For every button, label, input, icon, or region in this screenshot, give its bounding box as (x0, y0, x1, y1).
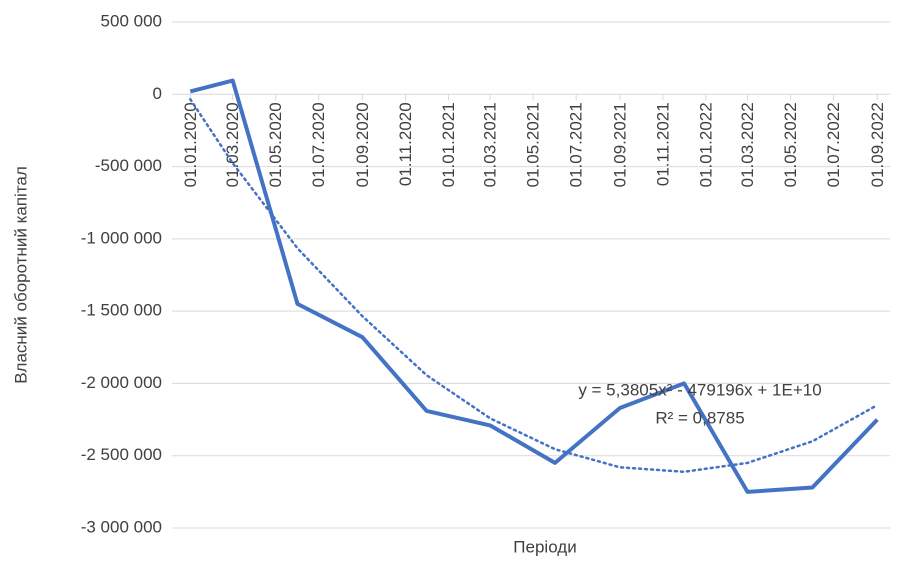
x-tick-label: 01.07.2022 (824, 102, 843, 187)
y-tick-label: 500 000 (101, 11, 162, 30)
y-tick-label: -2 500 000 (81, 445, 162, 464)
x-tick-label: 01.05.2022 (781, 102, 800, 187)
x-tick-label: 01.03.2020 (223, 102, 242, 187)
x-tick-label: 01.03.2021 (481, 102, 500, 187)
y-tick-label: -1 000 000 (81, 228, 162, 247)
trend-equation: y = 5,3805x² - 479196x + 1E+10 (578, 380, 821, 399)
x-tick-label: 01.05.2021 (524, 102, 543, 187)
x-tick-label: 01.03.2022 (738, 102, 757, 187)
x-tick-label: 01.11.2021 (653, 102, 672, 186)
y-tick-label: -1 500 000 (81, 301, 162, 320)
y-tick-label: 0 (153, 84, 162, 103)
y-axis-title: Власний оборотний капітал (11, 166, 30, 384)
x-axis-title: Періоди (513, 537, 576, 556)
y-tick-label: -2 000 000 (81, 373, 162, 392)
y-tick-label: -3 000 000 (81, 517, 162, 536)
y-tick-label: -500 000 (95, 156, 162, 175)
x-tick-label: 01.01.2020 (181, 102, 200, 187)
x-tick-label: 01.07.2020 (309, 102, 328, 187)
trend-r2: R² = 0,8785 (655, 408, 744, 427)
x-tick-label: 01.01.2021 (439, 102, 458, 187)
x-tick-label: 01.11.2020 (396, 102, 415, 186)
x-tick-label: 01.09.2021 (610, 102, 629, 187)
trendline (189, 98, 879, 474)
series-line (189, 78, 879, 494)
x-tick-label: 01.05.2020 (266, 102, 285, 187)
x-tick-label: 01.09.2022 (868, 102, 887, 187)
x-tick-label: 01.09.2020 (353, 102, 372, 187)
x-tick-label: 01.01.2022 (696, 102, 715, 187)
x-tick-label: 01.07.2021 (567, 102, 586, 187)
